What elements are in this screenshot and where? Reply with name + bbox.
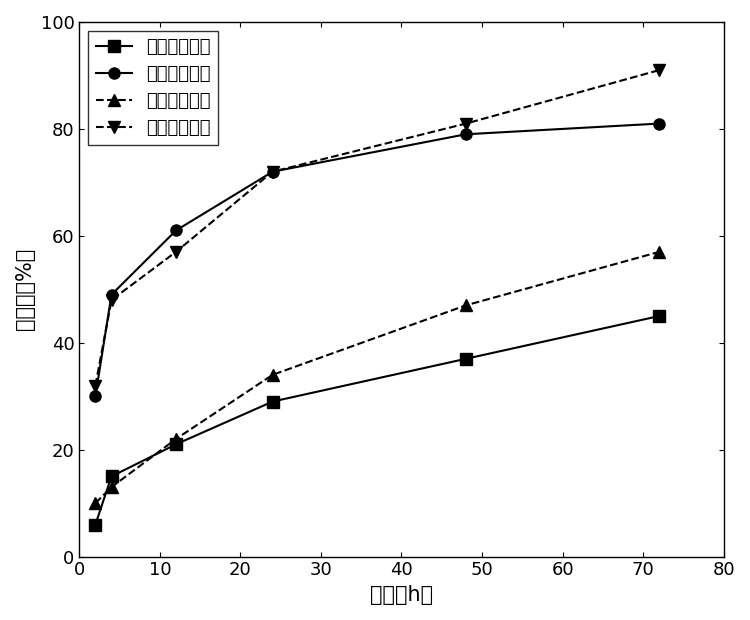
驯化后毒死蜱 <box>91 392 100 400</box>
Line: 驯化前多菌灵: 驯化前多菌灵 <box>90 246 664 508</box>
驯化后毒死蜱 <box>268 168 277 175</box>
驯化后毒死蜱 <box>107 291 116 298</box>
驯化后多菌灵 <box>91 382 100 389</box>
Line: 驯化前毒死蜱: 驯化前毒死蜱 <box>90 311 664 530</box>
驯化后多菌灵 <box>172 248 181 255</box>
驯化前多菌灵 <box>107 484 116 491</box>
驯化前毒死蜱 <box>268 398 277 405</box>
驯化后多菌灵 <box>461 120 470 127</box>
驯化前多菌灵 <box>172 435 181 443</box>
Legend: 驯化前毒死蜱, 驯化后毒死蜱, 驯化前多菌灵, 驯化后多菌灵: 驯化前毒死蜱, 驯化后毒死蜱, 驯化前多菌灵, 驯化后多菌灵 <box>88 31 218 144</box>
驯化后毒死蜱 <box>172 227 181 234</box>
驯化前多菌灵 <box>91 499 100 507</box>
驯化后多菌灵 <box>268 168 277 175</box>
驯化后毒死蜱 <box>655 120 664 127</box>
驯化前多菌灵 <box>461 301 470 309</box>
驯化前毒死蜱 <box>655 312 664 320</box>
驯化后多菌灵 <box>655 66 664 74</box>
驯化前毒死蜱 <box>107 472 116 480</box>
Y-axis label: 降解率（%）: 降解率（%） <box>15 248 35 330</box>
X-axis label: 时间（h）: 时间（h） <box>370 585 433 605</box>
驯化前多菌灵 <box>655 248 664 255</box>
驯化前多菌灵 <box>268 371 277 379</box>
Line: 驯化后多菌灵: 驯化后多菌灵 <box>90 64 664 391</box>
驯化前毒死蜱 <box>91 521 100 528</box>
驯化后多菌灵 <box>107 296 116 304</box>
Line: 驯化后毒死蜱: 驯化后毒死蜱 <box>90 118 664 402</box>
驯化前毒死蜱 <box>172 441 181 448</box>
驯化后毒死蜱 <box>461 131 470 138</box>
驯化前毒死蜱 <box>461 355 470 363</box>
